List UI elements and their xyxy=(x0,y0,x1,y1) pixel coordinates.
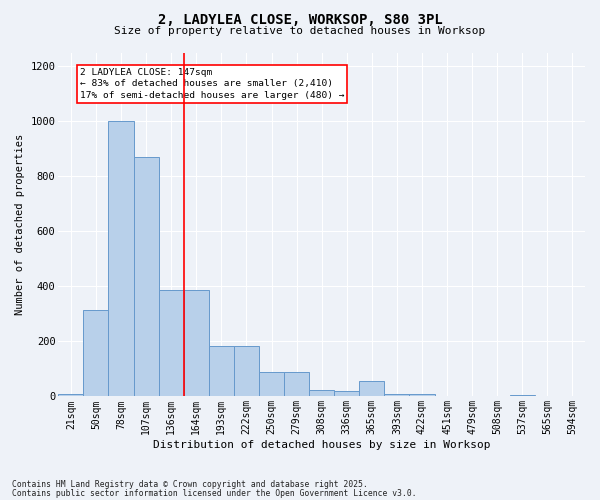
Bar xyxy=(284,372,309,396)
Text: 2, LADYLEA CLOSE, WORKSOP, S80 3PL: 2, LADYLEA CLOSE, WORKSOP, S80 3PL xyxy=(158,12,442,26)
Bar xyxy=(58,394,83,396)
Bar xyxy=(359,382,385,396)
Text: Size of property relative to detached houses in Worksop: Size of property relative to detached ho… xyxy=(115,26,485,36)
Text: Contains HM Land Registry data © Crown copyright and database right 2025.: Contains HM Land Registry data © Crown c… xyxy=(12,480,368,489)
Bar xyxy=(109,122,134,396)
Bar xyxy=(184,290,209,397)
Y-axis label: Number of detached properties: Number of detached properties xyxy=(15,134,25,315)
X-axis label: Distribution of detached houses by size in Worksop: Distribution of detached houses by size … xyxy=(153,440,490,450)
Text: Contains public sector information licensed under the Open Government Licence v3: Contains public sector information licen… xyxy=(12,488,416,498)
Bar xyxy=(510,395,535,396)
Bar xyxy=(309,390,334,396)
Text: 2 LADYLEA CLOSE: 147sqm
← 83% of detached houses are smaller (2,410)
17% of semi: 2 LADYLEA CLOSE: 147sqm ← 83% of detache… xyxy=(80,68,344,100)
Bar xyxy=(409,394,434,396)
Bar xyxy=(209,346,234,397)
Bar xyxy=(385,394,409,396)
Bar xyxy=(234,346,259,397)
Bar xyxy=(259,372,284,396)
Bar xyxy=(158,290,184,397)
Bar xyxy=(134,157,158,396)
Bar xyxy=(334,391,359,396)
Bar xyxy=(83,310,109,396)
